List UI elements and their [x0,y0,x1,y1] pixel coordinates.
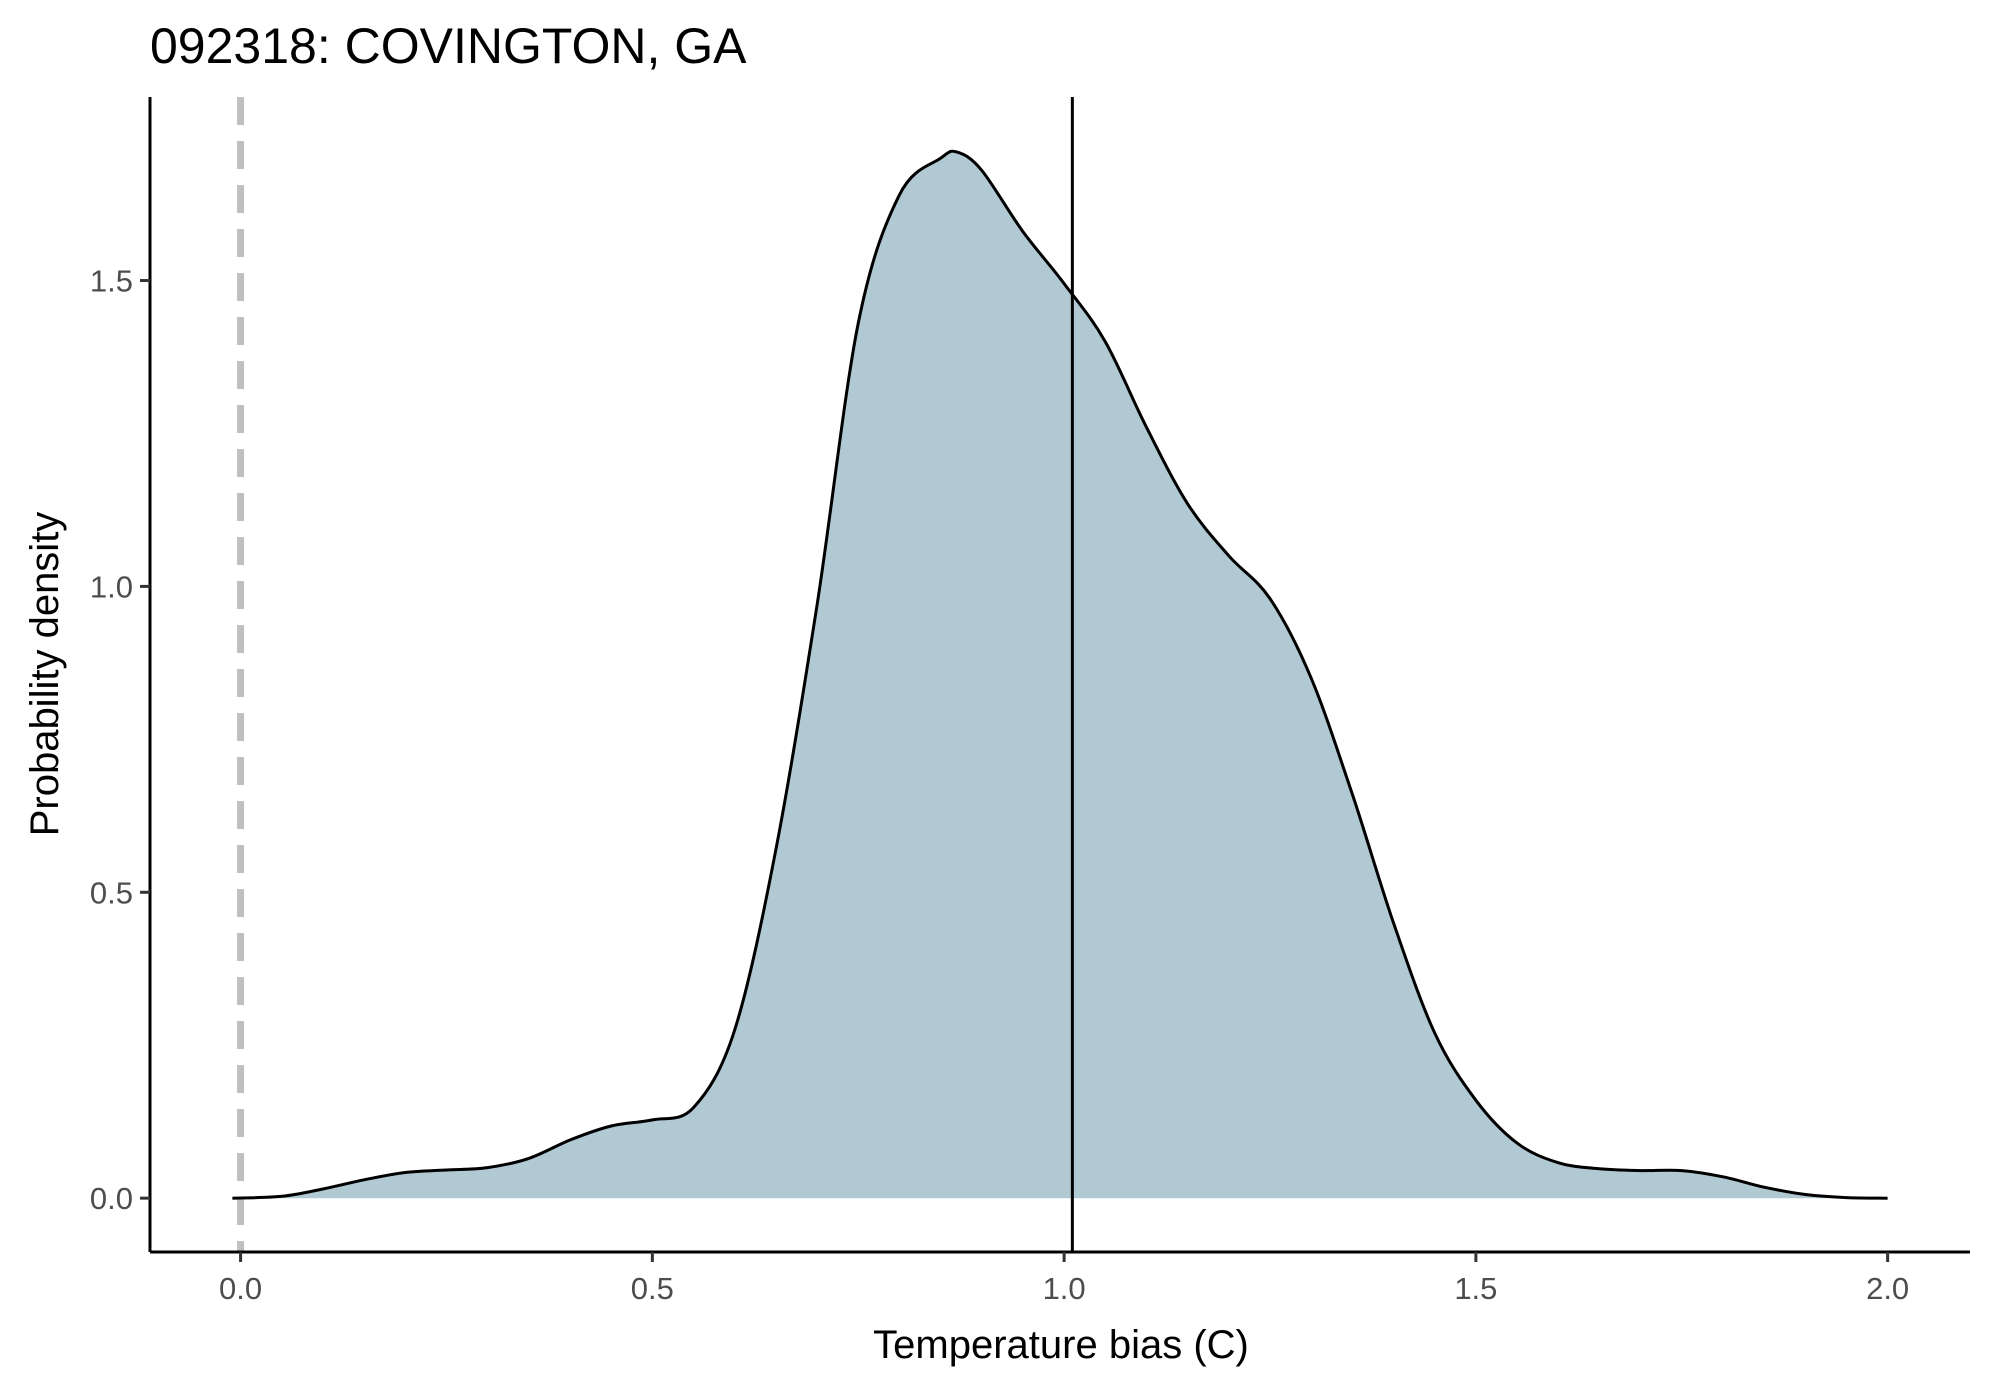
x-tick-label: 1.0 [1043,1271,1086,1306]
x-tick-label: 0.5 [631,1271,674,1306]
x-tick-label: 1.5 [1454,1271,1497,1306]
x-tick-label: 0.0 [219,1271,262,1306]
chart-title: 092318: COVINGTON, GA [150,18,747,74]
y-tick-label: 1.0 [90,569,133,604]
x-axis-title: Temperature bias (C) [873,1323,1249,1367]
plot-panel [232,97,1888,1252]
y-axis-ticks: 0.0 0.5 1.0 1.5 [90,264,150,1216]
density-area [232,151,1888,1199]
y-tick-label: 0.0 [90,1181,133,1216]
y-tick-label: 1.5 [90,264,133,299]
x-axis-ticks: 0.0 0.5 1.0 1.5 2.0 [219,1252,1909,1306]
density-line [232,149,1888,1200]
x-tick-label: 2.0 [1866,1271,1909,1306]
y-axis-title: Probability density [23,512,67,837]
y-tick-label: 0.5 [90,875,133,910]
